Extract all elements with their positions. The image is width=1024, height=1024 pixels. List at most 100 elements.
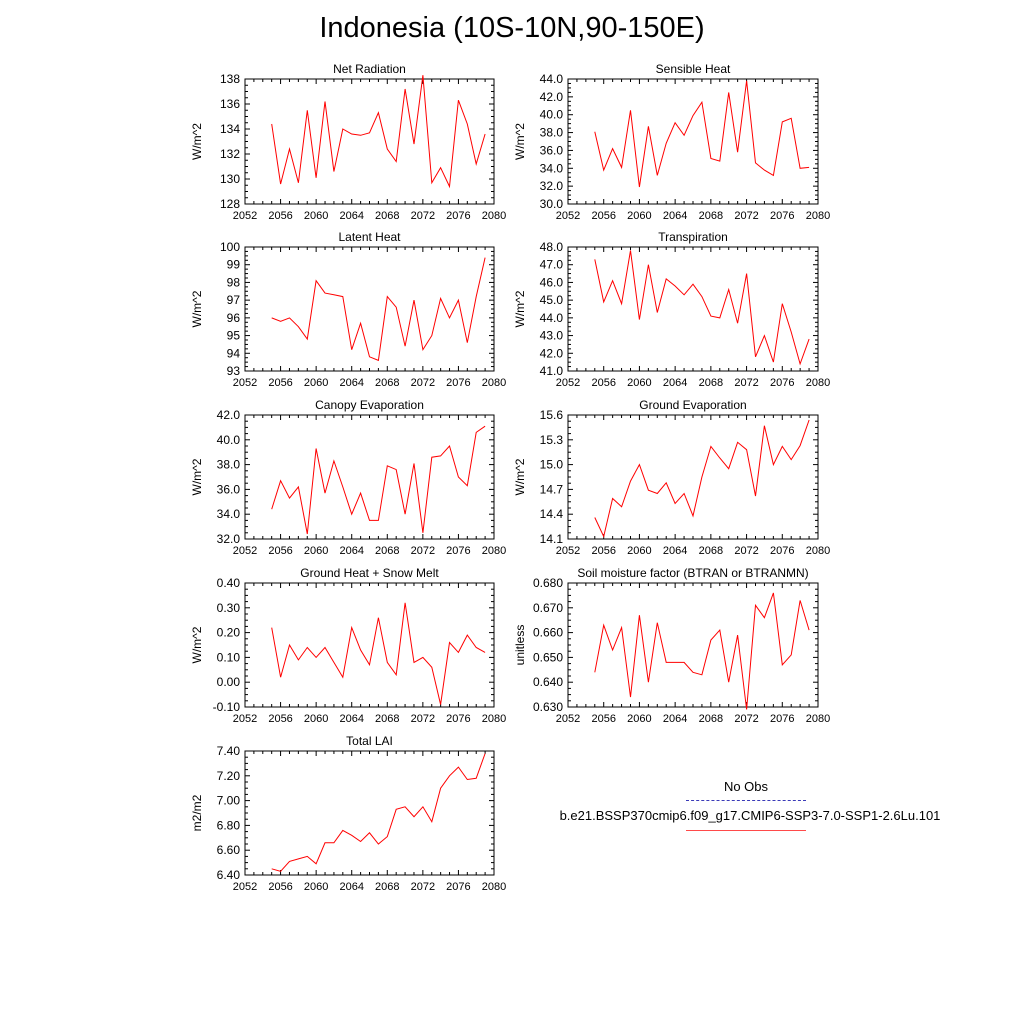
series-line bbox=[271, 753, 486, 872]
x-tick-label: 2052 bbox=[233, 881, 257, 893]
y-tick-label: 0.660 bbox=[533, 626, 563, 640]
y-tick-label: 134 bbox=[220, 122, 240, 136]
x-tick-label: 2072 bbox=[734, 210, 758, 222]
y-tick-label: 95 bbox=[227, 329, 241, 343]
x-tick-label: 2072 bbox=[411, 713, 435, 725]
figure-title: Indonesia (10S-10N,90-150E) bbox=[319, 12, 705, 44]
plot-frame bbox=[244, 582, 495, 708]
y-tick-label: 15.6 bbox=[540, 408, 564, 422]
series-line bbox=[594, 419, 810, 539]
y-tick-label: 42.0 bbox=[540, 90, 564, 104]
x-tick-label: 2056 bbox=[591, 377, 615, 389]
series-line bbox=[594, 592, 810, 710]
y-tick-label: 44.0 bbox=[540, 72, 564, 86]
plot-frame bbox=[244, 750, 495, 876]
y-tick-label: 15.3 bbox=[540, 433, 564, 447]
y-tick-label: 40.0 bbox=[540, 108, 564, 122]
y-tick-label: 14.1 bbox=[540, 532, 564, 546]
y-tick-label: 6.40 bbox=[217, 868, 241, 882]
y-tick-label: 98 bbox=[227, 275, 241, 289]
y-axis-label: unitless bbox=[513, 625, 527, 666]
plot-frame bbox=[567, 582, 819, 708]
legend-case-line bbox=[686, 830, 806, 831]
x-tick-label: 2064 bbox=[339, 545, 363, 557]
x-tick-label: 2052 bbox=[556, 377, 580, 389]
y-tick-label: 42.0 bbox=[540, 346, 564, 360]
x-tick-label: 2052 bbox=[556, 210, 580, 222]
x-tick-label: 2068 bbox=[375, 210, 399, 222]
panel-title: Canopy Evaporation bbox=[315, 398, 424, 412]
y-axis-label: W/m^2 bbox=[190, 626, 204, 663]
x-tick-label: 2068 bbox=[699, 210, 723, 222]
x-tick-label: 2080 bbox=[482, 210, 506, 222]
x-tick-label: 2068 bbox=[699, 713, 723, 725]
chart-panel: Soil moisture factor (BTRAN or BTRANMN) u… bbox=[513, 566, 830, 725]
series-line bbox=[271, 602, 486, 705]
x-tick-label: 2080 bbox=[482, 377, 506, 389]
x-tick-label: 2076 bbox=[770, 210, 794, 222]
series-line bbox=[594, 250, 810, 366]
x-tick-label: 2056 bbox=[268, 210, 292, 222]
y-tick-label: 0.640 bbox=[533, 675, 563, 689]
x-tick-label: 2080 bbox=[482, 881, 506, 893]
x-tick-label: 2080 bbox=[806, 713, 830, 725]
x-tick-label: 2052 bbox=[233, 210, 257, 222]
panel-title: Ground Evaporation bbox=[639, 398, 746, 412]
legend-obs-dashed-line bbox=[686, 800, 806, 801]
x-tick-label: 2076 bbox=[446, 881, 470, 893]
y-tick-label: 15.0 bbox=[540, 458, 564, 472]
y-tick-label: 99 bbox=[227, 258, 241, 272]
x-tick-label: 2072 bbox=[734, 377, 758, 389]
x-tick-label: 2052 bbox=[233, 713, 257, 725]
chart-panel: Sensible Heat W/m^2 2052 2056 2060 2064 2068 20… bbox=[513, 62, 830, 222]
panel-title: Transpiration bbox=[658, 230, 728, 244]
y-axis-label: W/m^2 bbox=[190, 458, 204, 495]
x-tick-label: 2076 bbox=[446, 713, 470, 725]
x-tick-label: 2060 bbox=[627, 545, 651, 557]
y-tick-label: 0.630 bbox=[533, 700, 563, 714]
y-tick-label: 93 bbox=[227, 364, 241, 378]
panel-title: Ground Heat + Snow Melt bbox=[300, 566, 439, 580]
y-tick-label: 48.0 bbox=[540, 240, 564, 254]
y-tick-label: 32.0 bbox=[540, 179, 564, 193]
chart-panel: Ground Evaporation W/m^2 2052 2056 2060 2064 2… bbox=[513, 398, 830, 557]
x-tick-label: 2060 bbox=[304, 713, 328, 725]
x-tick-label: 2068 bbox=[699, 545, 723, 557]
y-tick-label: 36.0 bbox=[217, 482, 241, 496]
y-tick-label: 7.00 bbox=[217, 794, 241, 808]
x-tick-label: 2068 bbox=[375, 713, 399, 725]
chart-panel: Canopy Evaporation W/m^2 2052 2056 2060 2064 2… bbox=[190, 398, 506, 557]
y-tick-label: 0.40 bbox=[217, 576, 241, 590]
y-tick-label: 97 bbox=[227, 293, 241, 307]
y-tick-label: 136 bbox=[220, 97, 240, 111]
y-tick-label: 30.0 bbox=[540, 197, 564, 211]
x-tick-label: 2080 bbox=[482, 545, 506, 557]
x-tick-label: 2056 bbox=[268, 881, 292, 893]
y-tick-label: 40.0 bbox=[217, 433, 241, 447]
x-tick-label: 2060 bbox=[304, 377, 328, 389]
x-tick-label: 2076 bbox=[770, 377, 794, 389]
panel-title: Net Radiation bbox=[333, 62, 406, 76]
x-tick-label: 2080 bbox=[806, 210, 830, 222]
y-tick-label: 38.0 bbox=[540, 126, 564, 140]
x-tick-label: 2064 bbox=[663, 210, 687, 222]
panel-title: Total LAI bbox=[346, 734, 393, 748]
y-tick-label: 43.0 bbox=[540, 329, 564, 343]
y-tick-label: 14.7 bbox=[540, 482, 564, 496]
x-tick-label: 2060 bbox=[304, 881, 328, 893]
x-tick-label: 2060 bbox=[304, 210, 328, 222]
x-tick-label: 2072 bbox=[411, 210, 435, 222]
y-tick-label: 0.10 bbox=[217, 650, 241, 664]
y-tick-label: 0.20 bbox=[217, 626, 241, 640]
x-tick-label: 2068 bbox=[375, 881, 399, 893]
y-tick-label: 0.670 bbox=[533, 601, 563, 615]
chart-panel: Latent Heat W/m^2 2052 2056 2060 2064 2068 2072… bbox=[190, 230, 506, 389]
y-tick-label: 94 bbox=[227, 346, 241, 360]
x-tick-label: 2064 bbox=[339, 713, 363, 725]
y-tick-label: 130 bbox=[220, 172, 240, 186]
y-tick-label: 41.0 bbox=[540, 364, 564, 378]
panel-title: Sensible Heat bbox=[656, 62, 731, 76]
plot-frame bbox=[567, 246, 819, 372]
y-tick-label: 36.0 bbox=[540, 143, 564, 157]
